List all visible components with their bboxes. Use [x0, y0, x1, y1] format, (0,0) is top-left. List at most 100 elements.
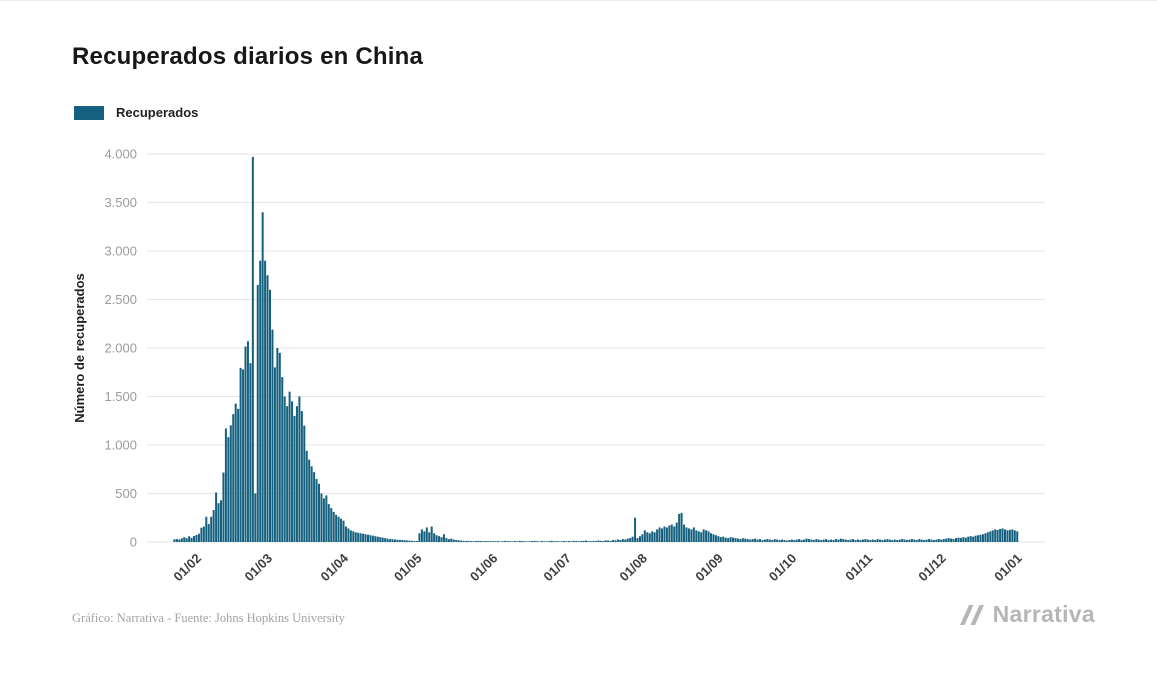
- bar: [778, 540, 781, 542]
- bar: [827, 540, 830, 542]
- bar: [741, 538, 744, 542]
- bar: [839, 538, 842, 542]
- narrativa-logo: Narrativa: [959, 601, 1095, 628]
- bar: [511, 541, 514, 542]
- bar: [883, 539, 886, 542]
- bar: [479, 541, 482, 542]
- bar: [722, 536, 725, 542]
- bar: [746, 539, 749, 542]
- bar: [719, 537, 722, 542]
- bar: [425, 527, 428, 542]
- bar: [533, 540, 536, 542]
- bar: [852, 539, 855, 542]
- bar: [815, 539, 818, 542]
- bar: [308, 459, 311, 542]
- bar: [501, 541, 504, 542]
- bar: [565, 541, 568, 542]
- bar: [229, 425, 232, 542]
- narrativa-logo-text: Narrativa: [992, 601, 1095, 627]
- bar: [710, 533, 712, 542]
- bar: [898, 539, 901, 542]
- bar: [1006, 530, 1009, 542]
- bar: [795, 539, 798, 542]
- bar: [685, 527, 688, 542]
- bar: [288, 391, 291, 542]
- bar: [403, 540, 406, 542]
- bar: [999, 528, 1002, 542]
- bar: [315, 478, 318, 542]
- bar: [888, 539, 891, 542]
- bar: [994, 529, 997, 542]
- bar: [278, 352, 281, 542]
- bar: [504, 540, 507, 542]
- bar: [761, 540, 764, 542]
- bar: [937, 539, 940, 542]
- bar: [817, 539, 820, 542]
- bar: [555, 541, 558, 542]
- x-tick-label: 01/02: [170, 551, 204, 585]
- y-tick-label: 2.000: [104, 341, 137, 356]
- bar: [396, 539, 399, 542]
- bar: [217, 503, 220, 542]
- bar: [420, 529, 423, 542]
- bar: [220, 500, 222, 542]
- bar: [594, 541, 597, 542]
- bar: [310, 466, 313, 542]
- bar: [661, 528, 663, 542]
- bar: [680, 512, 683, 542]
- bar: [604, 540, 607, 542]
- bar: [367, 534, 369, 542]
- bar: [842, 539, 845, 542]
- bar: [398, 539, 401, 542]
- bar: [607, 540, 610, 542]
- bar: [293, 415, 296, 542]
- bar: [548, 541, 551, 542]
- bar: [528, 541, 531, 542]
- recovered-bar-chart: 0 500 1.000 1.500 2.000 2.500 3.000 3.500 4.000 0…: [72, 147, 1045, 585]
- bar: [996, 529, 999, 542]
- bar: [482, 541, 485, 542]
- bar: [1013, 530, 1016, 542]
- bar: [325, 495, 328, 542]
- bar: [643, 530, 646, 542]
- bar: [442, 534, 445, 542]
- bar: [714, 535, 717, 542]
- bar: [670, 524, 673, 542]
- bar: [881, 540, 884, 542]
- bar: [540, 541, 543, 542]
- bar: [977, 535, 980, 542]
- bar: [384, 538, 387, 542]
- bar: [215, 492, 218, 542]
- bar: [991, 530, 994, 542]
- bar: [683, 524, 686, 542]
- bar: [942, 539, 945, 542]
- bar: [587, 541, 590, 542]
- bar: [629, 538, 632, 542]
- bar: [891, 540, 894, 542]
- page-title: Recuperados diarios en China: [72, 43, 424, 70]
- bar: [322, 498, 325, 542]
- bar: [499, 541, 502, 542]
- bar: [428, 532, 431, 542]
- bar: [357, 532, 360, 542]
- bar: [754, 538, 757, 542]
- bar: [408, 540, 411, 542]
- y-tick-label: 4.000: [104, 147, 137, 162]
- bar: [935, 539, 938, 542]
- bar: [641, 534, 644, 542]
- bar: [690, 529, 693, 542]
- bar: [320, 493, 323, 542]
- bar: [543, 541, 546, 542]
- bar: [908, 539, 911, 542]
- bar: [455, 540, 458, 542]
- bar: [531, 541, 534, 542]
- bar: [462, 540, 465, 542]
- bar: [246, 341, 249, 542]
- bar: [736, 538, 739, 542]
- bar: [700, 532, 703, 542]
- bar: [183, 537, 186, 542]
- bar: [910, 539, 913, 542]
- bar: [472, 541, 475, 542]
- bar: [913, 539, 916, 542]
- bar: [575, 541, 578, 542]
